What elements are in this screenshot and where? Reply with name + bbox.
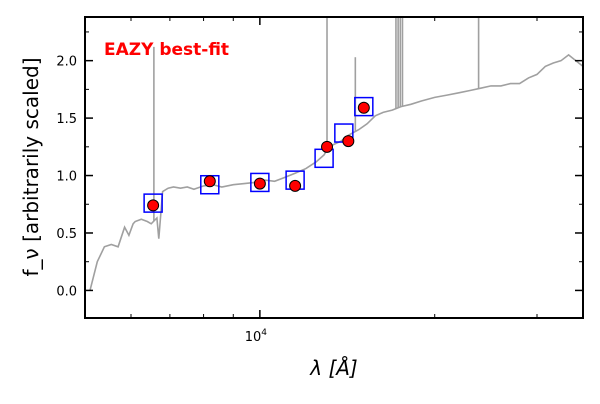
- observed-point: [147, 199, 160, 212]
- plot-frame: [84, 16, 584, 319]
- y-tick-label: 2.0: [56, 55, 77, 70]
- y-tick-label: 0.0: [56, 284, 77, 299]
- observed-point: [253, 177, 266, 190]
- model-photometry-box: [143, 193, 163, 213]
- observed-point: [357, 101, 370, 114]
- sed-line: [89, 53, 584, 291]
- sed-layer: [89, 17, 584, 291]
- y-tick-label: 1.0: [56, 170, 77, 185]
- observed-point: [321, 140, 334, 153]
- observed-point: [342, 135, 355, 148]
- observed-point: [289, 179, 302, 192]
- observed-photometry-layer: [147, 101, 370, 212]
- model-photometry-box: [250, 172, 270, 193]
- annotation-label: EAZY best-fit: [104, 40, 229, 60]
- y-tick-label: 0.5: [56, 227, 77, 242]
- y-tick-label: 1.5: [56, 112, 77, 127]
- x-tick-label: 104: [245, 328, 268, 345]
- model-photometry-box: [354, 96, 374, 117]
- x-axis-label: λ [Å]: [309, 356, 357, 380]
- y-axis-label: f_ν [arbitrarily scaled]: [19, 58, 43, 277]
- axes-layer: 0.0 0.5 1.0 1.5 2.0 104: [56, 17, 583, 345]
- observed-point: [203, 175, 216, 188]
